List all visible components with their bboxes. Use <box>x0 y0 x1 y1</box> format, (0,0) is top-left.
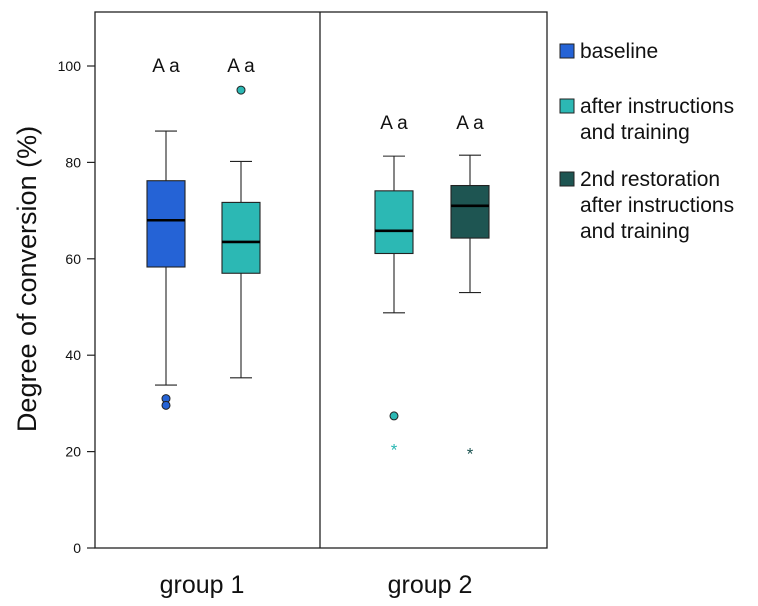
legend-swatch <box>559 98 575 114</box>
outlier-star-1: * <box>467 445 474 464</box>
legend-entry-1: baseline <box>559 40 658 63</box>
group-labels: group 1 group 2 <box>160 571 473 599</box>
legend-label-line-1: after instructions <box>580 95 734 118</box>
legend-label-line-2: after instructions <box>580 194 734 217</box>
y-tick-label-40: 40 <box>65 347 81 363</box>
box-body <box>221 201 261 274</box>
significance-letters: A a <box>380 113 408 134</box>
box-4: * A a <box>450 113 490 464</box>
y-tick-label-0: 0 <box>73 540 81 556</box>
box-2: A a <box>221 56 261 379</box>
group-label-1: group 1 <box>160 571 245 599</box>
y-axis: 0 20 40 60 80 100 <box>58 58 95 556</box>
legend-swatch <box>559 171 575 187</box>
outlier-circle-1 <box>389 411 399 421</box>
legend-label-line-1: baseline <box>580 40 658 63</box>
box-1: A a <box>146 56 186 410</box>
boxes: A a A a * A a * A a <box>146 56 490 464</box>
box-body <box>374 190 414 255</box>
legend-label-line-3: and training <box>580 220 690 243</box>
plot-border <box>94 11 548 549</box>
box-body <box>146 180 186 268</box>
plot-frame <box>94 11 548 549</box>
group-label-2: group 2 <box>388 571 473 599</box>
outlier-circle-2 <box>161 400 171 410</box>
y-axis-label: Degree of conversion (%) <box>12 126 42 432</box>
significance-letters: A a <box>456 113 484 134</box>
y-tick-label-100: 100 <box>58 58 82 74</box>
legend-entry-3: 2nd restoration after instructions and tra… <box>559 168 734 243</box>
legend-label-line-1: 2nd restoration <box>580 168 720 191</box>
significance-letters: A a <box>227 56 255 77</box>
box-3: * A a <box>374 113 414 460</box>
legend-entry-2: after instructions and training <box>559 95 734 144</box>
legend-swatch <box>559 43 575 59</box>
outlier-star-2: * <box>391 441 398 460</box>
outlier-circle-1 <box>236 85 246 95</box>
legend-label-line-2: and training <box>580 121 690 144</box>
y-tick-label-60: 60 <box>65 251 81 267</box>
y-tick-label-20: 20 <box>65 444 81 460</box>
y-tick-label-80: 80 <box>65 154 81 170</box>
significance-letters: A a <box>152 56 180 77</box>
box-body <box>450 184 490 239</box>
